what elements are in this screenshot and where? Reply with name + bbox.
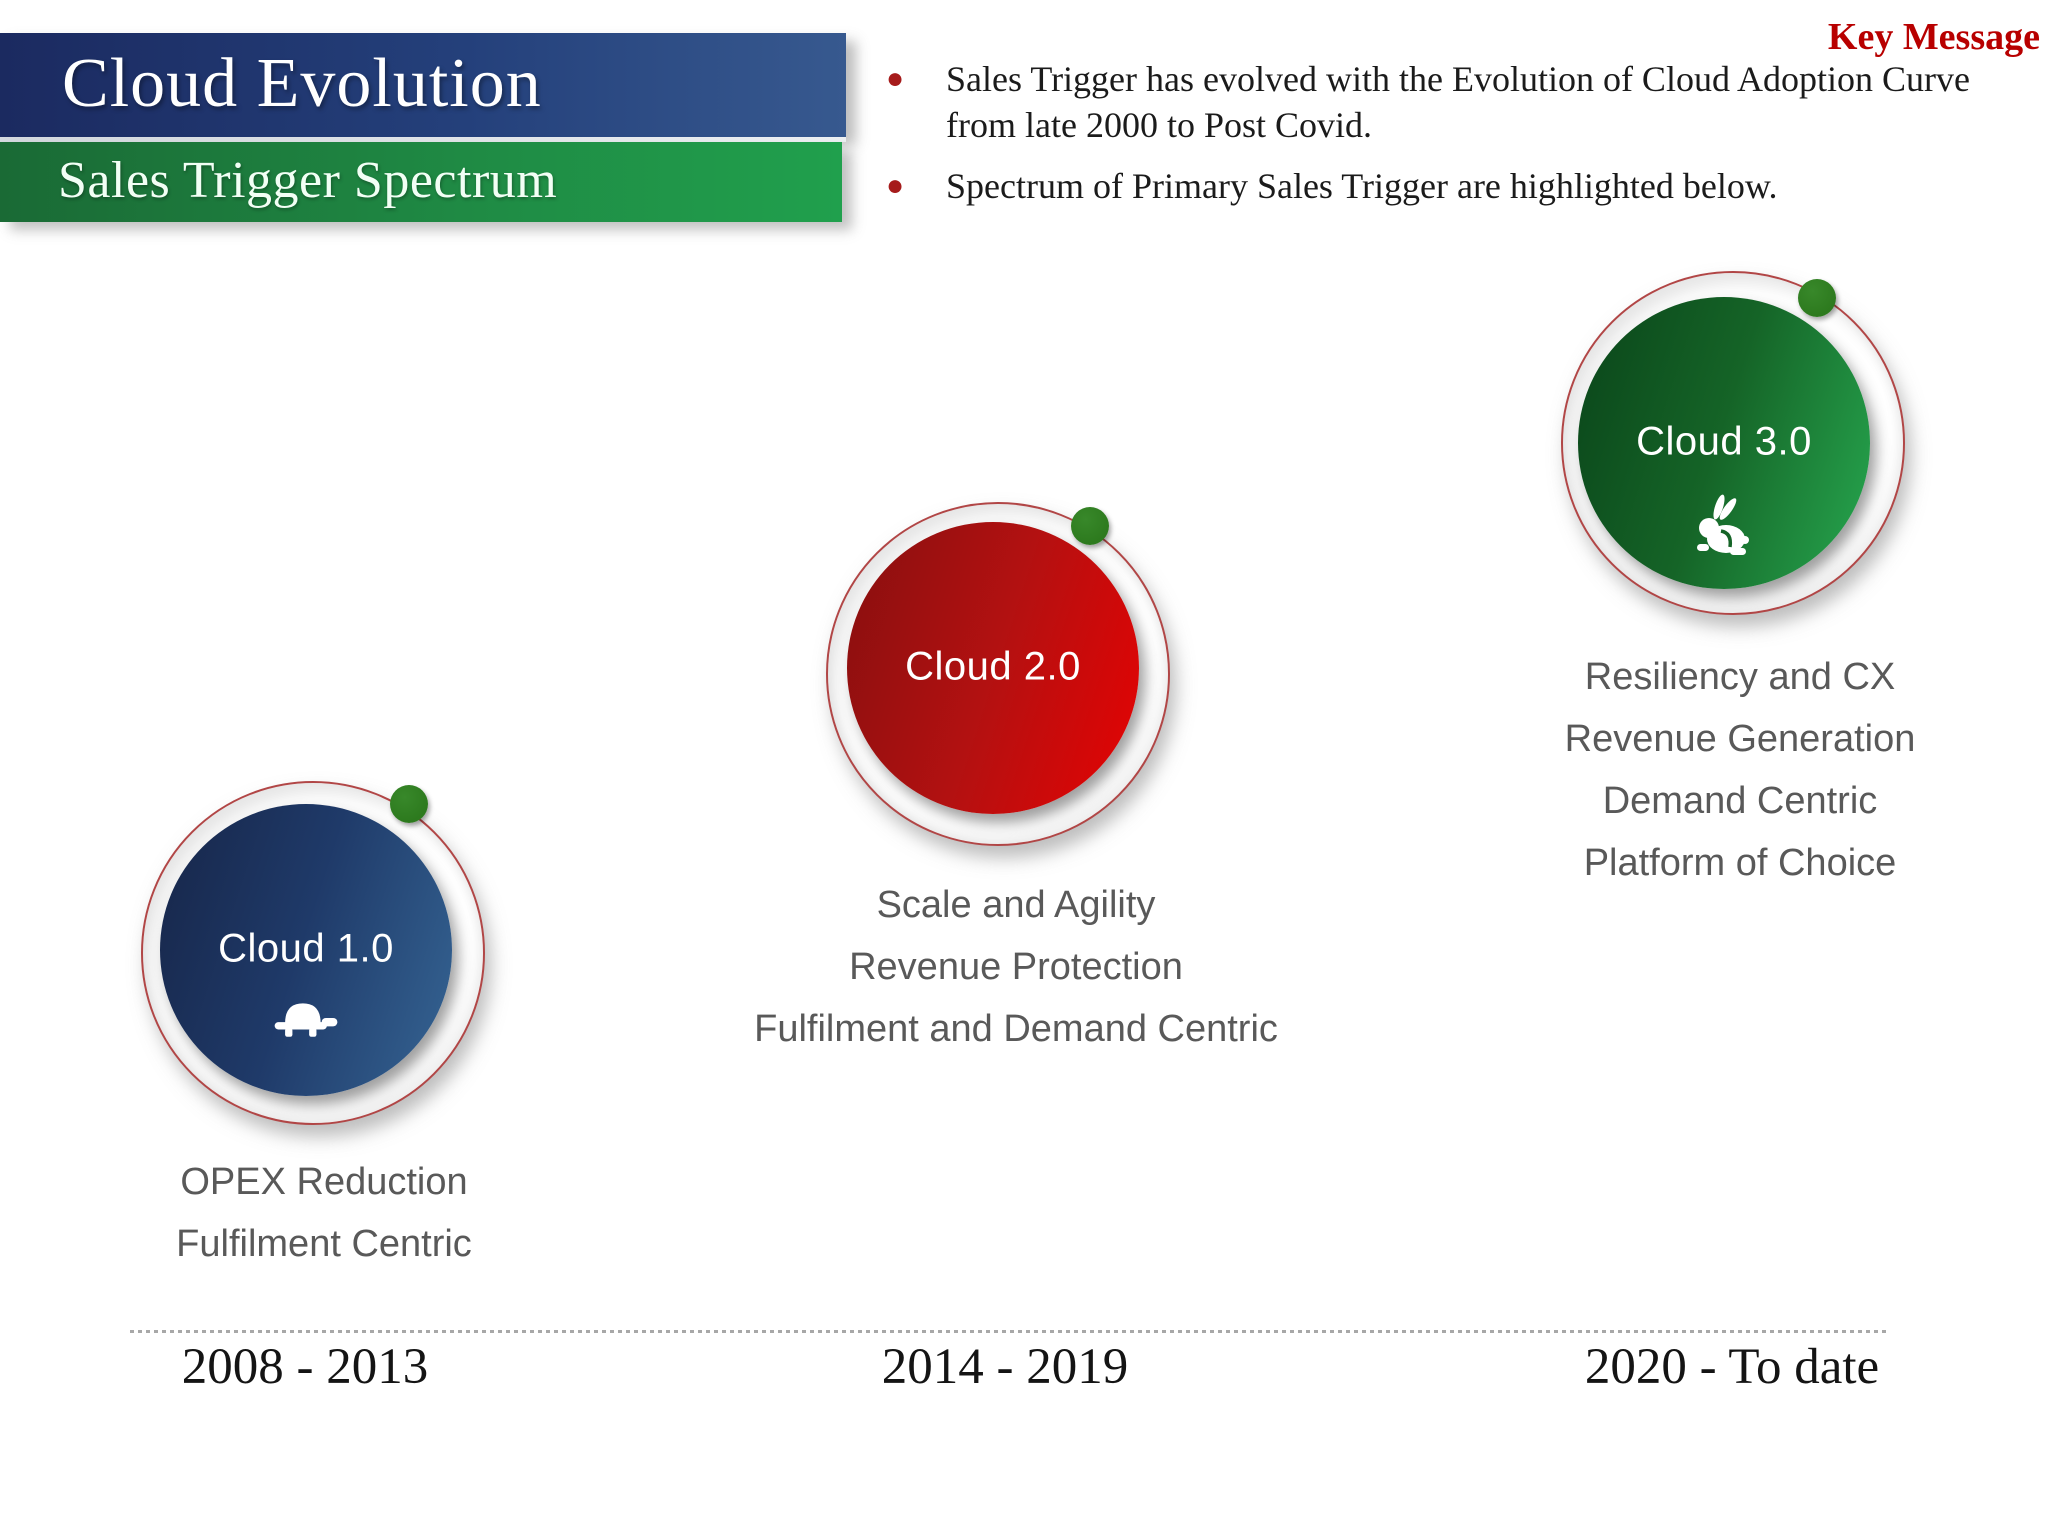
turtle-icon <box>274 1003 338 1037</box>
trait-line: Fulfilment Centric <box>176 1223 472 1265</box>
timeline-period-1: 2008 - 2013 <box>181 1339 429 1395</box>
bullet-item: ● Sales Trigger has evolved with the Evo… <box>878 56 2048 148</box>
cloud2-traits: Scale and Agility Revenue Protection Ful… <box>716 874 1316 1060</box>
bullet-line: Spectrum of Primary Sales Trigger are hi… <box>946 166 1778 206</box>
page-subtitle: Sales Trigger Spectrum <box>58 152 558 209</box>
trait-line: OPEX Reduction <box>180 1161 468 1203</box>
trait-line: Demand Centric <box>1602 780 1878 822</box>
timeline-period-3: 2020 - To date <box>1584 1339 1880 1395</box>
key-message-bullets: ● Sales Trigger has evolved with the Evo… <box>878 56 2048 224</box>
trait-line: Revenue Generation <box>1564 718 1916 760</box>
cloud1-traits: OPEX Reduction Fulfilment Centric <box>24 1151 624 1275</box>
bullet-text: Sales Trigger has evolved with the Evolu… <box>946 56 2048 148</box>
bullet-dot-icon: ● <box>886 169 905 202</box>
cloud1-bubble: Cloud 1.0 <box>160 804 452 1096</box>
cloud3-bubble: Cloud 3.0 <box>1578 297 1870 589</box>
cloud3-label: Cloud 3.0 <box>1636 419 1812 464</box>
banner-divider <box>0 137 846 142</box>
rabbit-icon <box>1697 494 1749 555</box>
trait-line: Revenue Protection <box>849 946 1183 988</box>
subtitle-banner: Sales Trigger Spectrum <box>0 142 842 222</box>
cloud3-progress-dot <box>1798 279 1836 317</box>
bullet-text: Spectrum of Primary Sales Trigger are hi… <box>946 163 2048 209</box>
cloud1-label: Cloud 1.0 <box>218 926 394 971</box>
cloud2-bubble: Cloud 2.0 <box>847 522 1139 814</box>
bullet-line: Sales Trigger has evolved with the Evolu… <box>946 59 1970 99</box>
trait-line: Resiliency and CX <box>1584 656 1896 698</box>
trait-line: Scale and Agility <box>876 884 1156 926</box>
cloud3-traits: Resiliency and CX Revenue Generation Dem… <box>1440 646 2040 894</box>
trait-line: Platform of Choice <box>1583 842 1897 884</box>
key-message-heading: Key Message <box>1827 16 2040 58</box>
bullet-dot-icon: ● <box>886 62 905 95</box>
bullet-item: ● Spectrum of Primary Sales Trigger are … <box>878 163 2048 209</box>
cloud2-label: Cloud 2.0 <box>905 644 1081 689</box>
bullet-line: from late 2000 to Post Covid. <box>946 105 1372 145</box>
page-title: Cloud Evolution <box>62 45 542 122</box>
cloud2-progress-dot <box>1071 507 1109 545</box>
timeline-period-2: 2014 - 2019 <box>881 1339 1129 1395</box>
cloud1-progress-dot <box>390 785 428 823</box>
timeline-dotted-line <box>130 1330 1890 1333</box>
trait-line: Fulfilment and Demand Centric <box>754 1008 1278 1050</box>
title-banner: Cloud Evolution <box>0 33 846 137</box>
